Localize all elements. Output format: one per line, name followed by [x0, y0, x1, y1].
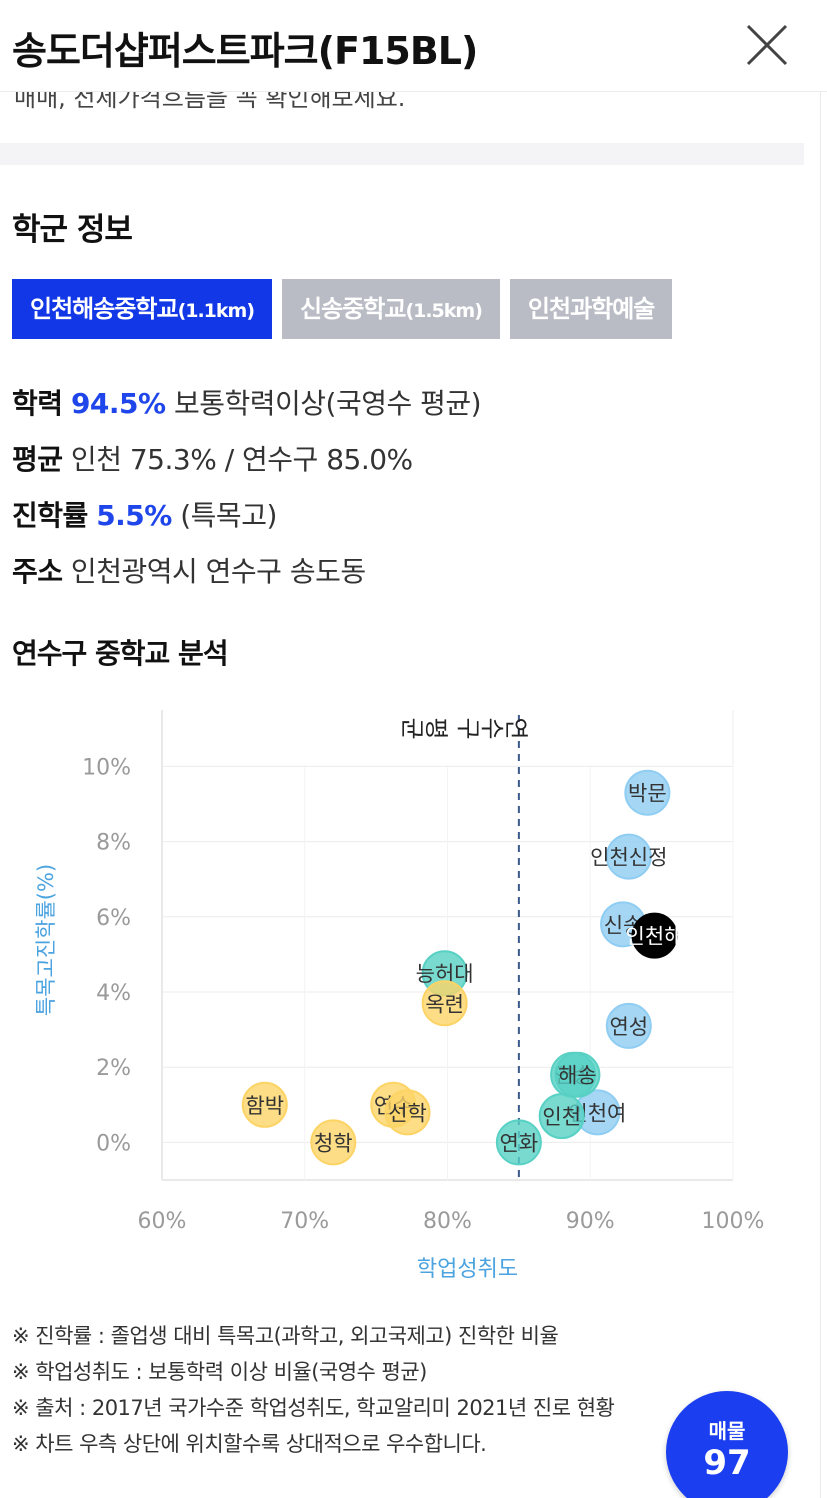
x-tick-label: 90%: [566, 1209, 615, 1234]
advancement-value: 5.5%: [96, 499, 172, 532]
data-point-label: 연화: [500, 1131, 539, 1155]
note-line: ※ 학업성취도 : 보통학력 이상 비율(국영수 평균): [12, 1360, 427, 1384]
y-tick-label: 6%: [96, 906, 131, 931]
x-tick-label: 70%: [280, 1209, 329, 1234]
school-tabs: 인천해송중학교(1.1km) 신송중학교(1.5km) 인천과학예술: [12, 279, 772, 339]
data-point: [421, 980, 468, 1027]
data-point-label: 인천해: [626, 925, 684, 949]
page-title: 송도더샵퍼스트파크(F15BL): [12, 29, 478, 73]
y-tick-label: 4%: [96, 981, 131, 1006]
y-tick-label: 0%: [96, 1131, 131, 1156]
chart-svg: 0% 2% 4% 6% 8% 10% 60% 70% 80% 90% 100% 학업성취도 특목고진학률…: [34, 710, 765, 1282]
x-axis-label: 학업성취도: [417, 1257, 518, 1282]
close-button[interactable]: [744, 22, 790, 68]
y-tick-label: 8%: [96, 831, 131, 856]
data-point: [605, 833, 652, 880]
analysis-title: 연수구 중학교 분석: [12, 637, 229, 670]
y-tick-label: 2%: [96, 1056, 131, 1081]
address-row: 주소 인천광역시 연수구 송도동: [12, 550, 366, 590]
achievement-desc: 보통학력이상(국영수 평균): [165, 387, 482, 420]
average-label: 평균: [12, 443, 63, 476]
x-tick-label: 60%: [138, 1209, 187, 1234]
section-divider: [0, 143, 804, 165]
average-desc: 인천 75.3% / 연수구 85.0%: [62, 443, 413, 476]
data-point: [605, 1002, 652, 1049]
note-line: ※ 진학률 : 졸업생 대비 특목고(과학고, 외고국제고) 진학한 비율: [12, 1324, 559, 1348]
data-point-label: 연성: [609, 1015, 648, 1039]
tab-school-1[interactable]: 신송중학교(1.5km): [282, 279, 500, 339]
data-point-label: 선학: [388, 1101, 427, 1125]
data-point-label: 옥련: [425, 992, 464, 1016]
y-tick-label: 10%: [82, 755, 131, 780]
data-point: [624, 769, 671, 816]
listings-fab-button[interactable]: 매물 97: [666, 1391, 788, 1498]
average-row: 평균 인천 75.3% / 연수구 85.0%: [12, 438, 413, 478]
fab-label: 매물: [708, 1419, 746, 1443]
achievement-value: 94.5%: [70, 387, 166, 420]
advancement-desc: (특목고): [171, 499, 277, 532]
close-icon: [746, 24, 788, 66]
data-point: [495, 1119, 542, 1166]
tab-school-name: 신송중학교: [300, 295, 406, 323]
reference-line-label: 연수구 평균: [401, 712, 529, 740]
note-line: ※ 차트 우측 상단에 위치할수록 상대적으로 우수합니다.: [12, 1432, 487, 1456]
data-point: [538, 1093, 585, 1140]
tab-school-0[interactable]: 인천해송중학교(1.1km): [12, 279, 273, 339]
data-point: [631, 912, 678, 959]
data-point-label: 박문: [628, 782, 667, 806]
data-point-label: 해송: [558, 1064, 597, 1088]
data-point-label: 인천: [542, 1105, 581, 1129]
achievement-row: 학력 94.5% 보통학력이상(국영수 평균): [12, 382, 482, 422]
data-point: [554, 1051, 601, 1098]
tab-school-name: 인천과학예술: [527, 295, 655, 323]
note-line: ※ 출처 : 2017년 국가수준 학업성취도, 학교알리미 2021년 진로 …: [12, 1396, 615, 1420]
data-point: [384, 1089, 431, 1136]
advancement-row: 진학률 5.5% (특목고): [12, 494, 277, 534]
data-point: [241, 1081, 288, 1128]
data-point-label: 청학: [314, 1131, 353, 1155]
data-point-label: 함박: [245, 1094, 284, 1118]
tab-school-2[interactable]: 인천과학예술: [509, 279, 673, 339]
fab-count: 97: [703, 1443, 751, 1483]
data-point: [310, 1119, 357, 1166]
achievement-label: 학력: [12, 387, 63, 420]
header: 송도더샵퍼스트파크(F15BL): [0, 0, 827, 92]
address-label: 주소: [12, 555, 63, 588]
scrollbar-track[interactable]: [820, 0, 827, 1498]
data-point-label: 인천신정: [590, 846, 667, 870]
tab-school-name: 인천해송중학교: [30, 295, 179, 323]
y-axis-label: 특목고진학률(%): [34, 864, 58, 1016]
scatter-chart: 0% 2% 4% 6% 8% 10% 60% 70% 80% 90% 100% 학업성취도 특목고진학률…: [0, 700, 800, 1304]
school-section-title: 학군 정보: [12, 212, 133, 248]
advancement-label: 진학률: [12, 499, 88, 532]
x-tick-label: 80%: [423, 1209, 472, 1234]
chart-notes: ※ 진학률 : 졸업생 대비 특목고(과학고, 외고국제고) 진학한 비율 ※ …: [12, 1318, 615, 1462]
x-tick-label: 100%: [702, 1209, 765, 1234]
tab-school-distance: (1.5km): [405, 300, 482, 322]
address-desc: 인천광역시 연수구 송도동: [62, 555, 366, 588]
tab-school-distance: (1.1km): [177, 300, 255, 322]
